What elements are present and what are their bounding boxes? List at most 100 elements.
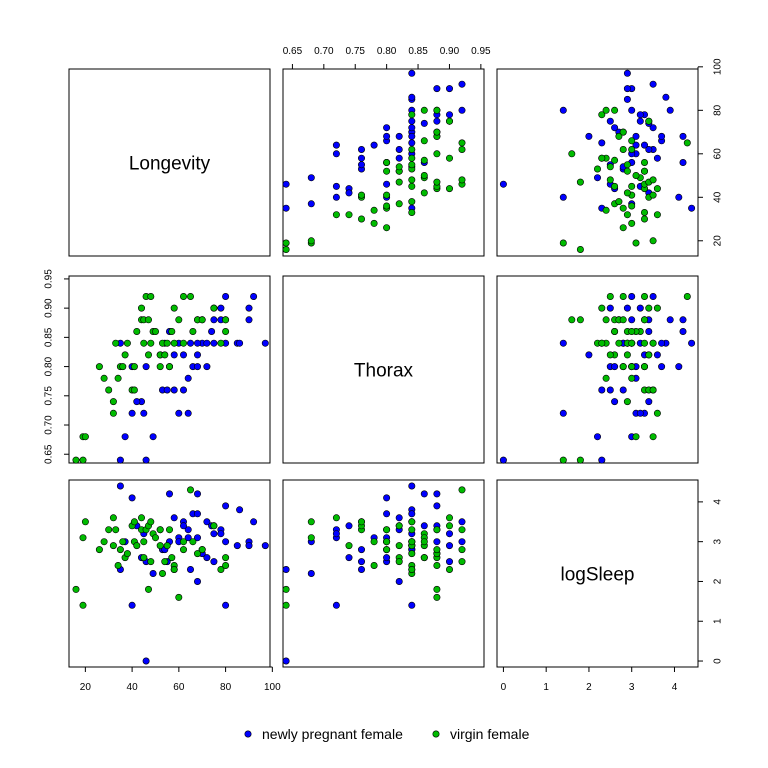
point-virgin-female: [180, 339, 188, 347]
tick-label-thorax: 0.65: [283, 46, 303, 57]
point-virgin-female: [383, 526, 391, 534]
tick-label-thorax: 0.75: [346, 46, 366, 57]
point-virgin-female: [623, 211, 631, 219]
point-newly-pregnant-female: [679, 132, 687, 140]
tick-label-logsleep: 3: [629, 682, 635, 693]
point-virgin-female: [370, 538, 378, 546]
point-virgin-female: [170, 565, 178, 573]
tick-label-longevity: 60: [713, 148, 724, 160]
point-virgin-female: [116, 546, 124, 554]
tick-label-logsleep: 4: [713, 499, 724, 505]
point-virgin-female: [433, 178, 441, 186]
point-virgin-female: [81, 518, 89, 526]
point-newly-pregnant-female: [593, 433, 601, 441]
point-virgin-female: [420, 554, 428, 562]
point-newly-pregnant-female: [433, 502, 441, 510]
tick-label-logsleep: 3: [713, 538, 724, 544]
point-newly-pregnant-female: [559, 409, 567, 417]
point-newly-pregnant-female: [458, 80, 466, 88]
point-newly-pregnant-female: [653, 351, 661, 359]
point-newly-pregnant-female: [357, 565, 365, 573]
point-newly-pregnant-female: [282, 657, 290, 665]
point-virgin-female: [619, 224, 627, 232]
point-virgin-female: [606, 163, 614, 171]
point-virgin-female: [619, 128, 627, 136]
point-newly-pregnant-female: [116, 456, 124, 464]
point-virgin-female: [198, 546, 206, 554]
point-newly-pregnant-female: [332, 193, 340, 201]
point-newly-pregnant-female: [383, 132, 391, 140]
point-virgin-female: [445, 185, 453, 193]
point-newly-pregnant-female: [395, 146, 403, 154]
tick-label-logsleep: 1: [713, 618, 724, 624]
point-newly-pregnant-female: [170, 514, 178, 522]
point-virgin-female: [615, 198, 623, 206]
point-virgin-female: [189, 538, 197, 546]
point-newly-pregnant-female: [628, 106, 636, 114]
point-newly-pregnant-female: [203, 518, 211, 526]
point-virgin-female: [611, 106, 619, 114]
point-virgin-female: [649, 339, 657, 347]
point-newly-pregnant-female: [142, 657, 150, 665]
tick-label-thorax: 0.90: [440, 46, 460, 57]
point-newly-pregnant-female: [233, 542, 241, 550]
point-virgin-female: [357, 518, 365, 526]
point-virgin-female: [130, 363, 138, 371]
point-newly-pregnant-female: [332, 150, 340, 158]
point-virgin-female: [180, 538, 188, 546]
point-virgin-female: [166, 526, 174, 534]
tick-label-thorax: 0.90: [44, 298, 55, 318]
point-newly-pregnant-female: [128, 409, 136, 417]
tick-label-thorax: 0.65: [44, 444, 55, 464]
point-newly-pregnant-female: [203, 363, 211, 371]
panel-r1-c2: [282, 68, 485, 257]
point-virgin-female: [156, 542, 164, 550]
legend-marker: [432, 730, 440, 738]
point-newly-pregnant-female: [142, 456, 150, 464]
point-newly-pregnant-female: [636, 409, 644, 417]
point-virgin-female: [210, 304, 218, 312]
point-virgin-female: [147, 339, 155, 347]
point-newly-pregnant-female: [116, 482, 124, 490]
point-virgin-female: [606, 176, 614, 184]
point-virgin-female: [598, 154, 606, 162]
point-virgin-female: [619, 363, 627, 371]
point-newly-pregnant-female: [499, 180, 507, 188]
point-virgin-female: [408, 209, 416, 217]
point-virgin-female: [168, 554, 176, 562]
point-virgin-female: [332, 211, 340, 219]
point-virgin-female: [408, 146, 416, 154]
point-virgin-female: [606, 351, 614, 359]
point-virgin-female: [395, 542, 403, 550]
point-newly-pregnant-female: [383, 554, 391, 562]
point-newly-pregnant-female: [194, 577, 202, 585]
tick-label-thorax: 0.80: [377, 46, 397, 57]
tick-label-thorax: 0.80: [44, 356, 55, 376]
point-virgin-female: [175, 593, 183, 601]
point-virgin-female: [433, 585, 441, 593]
point-virgin-female: [420, 189, 428, 197]
point-virgin-female: [147, 292, 155, 300]
point-newly-pregnant-female: [383, 124, 391, 132]
point-virgin-female: [72, 456, 80, 464]
point-virgin-female: [433, 561, 441, 569]
point-newly-pregnant-female: [250, 518, 258, 526]
legend-label: newly pregnant female: [262, 726, 403, 742]
point-newly-pregnant-female: [245, 542, 253, 550]
point-newly-pregnant-female: [395, 154, 403, 162]
tick-label-thorax: 0.85: [44, 327, 55, 347]
tick-label-logsleep: 0: [501, 682, 507, 693]
point-newly-pregnant-female: [619, 386, 627, 394]
point-newly-pregnant-female: [121, 433, 129, 441]
point-newly-pregnant-female: [203, 339, 211, 347]
point-virgin-female: [123, 550, 131, 558]
point-virgin-female: [307, 237, 315, 245]
point-virgin-female: [189, 327, 197, 335]
point-virgin-female: [420, 106, 428, 114]
point-newly-pregnant-female: [282, 204, 290, 212]
point-newly-pregnant-female: [445, 85, 453, 93]
point-newly-pregnant-female: [217, 304, 225, 312]
point-virgin-female: [619, 146, 627, 154]
